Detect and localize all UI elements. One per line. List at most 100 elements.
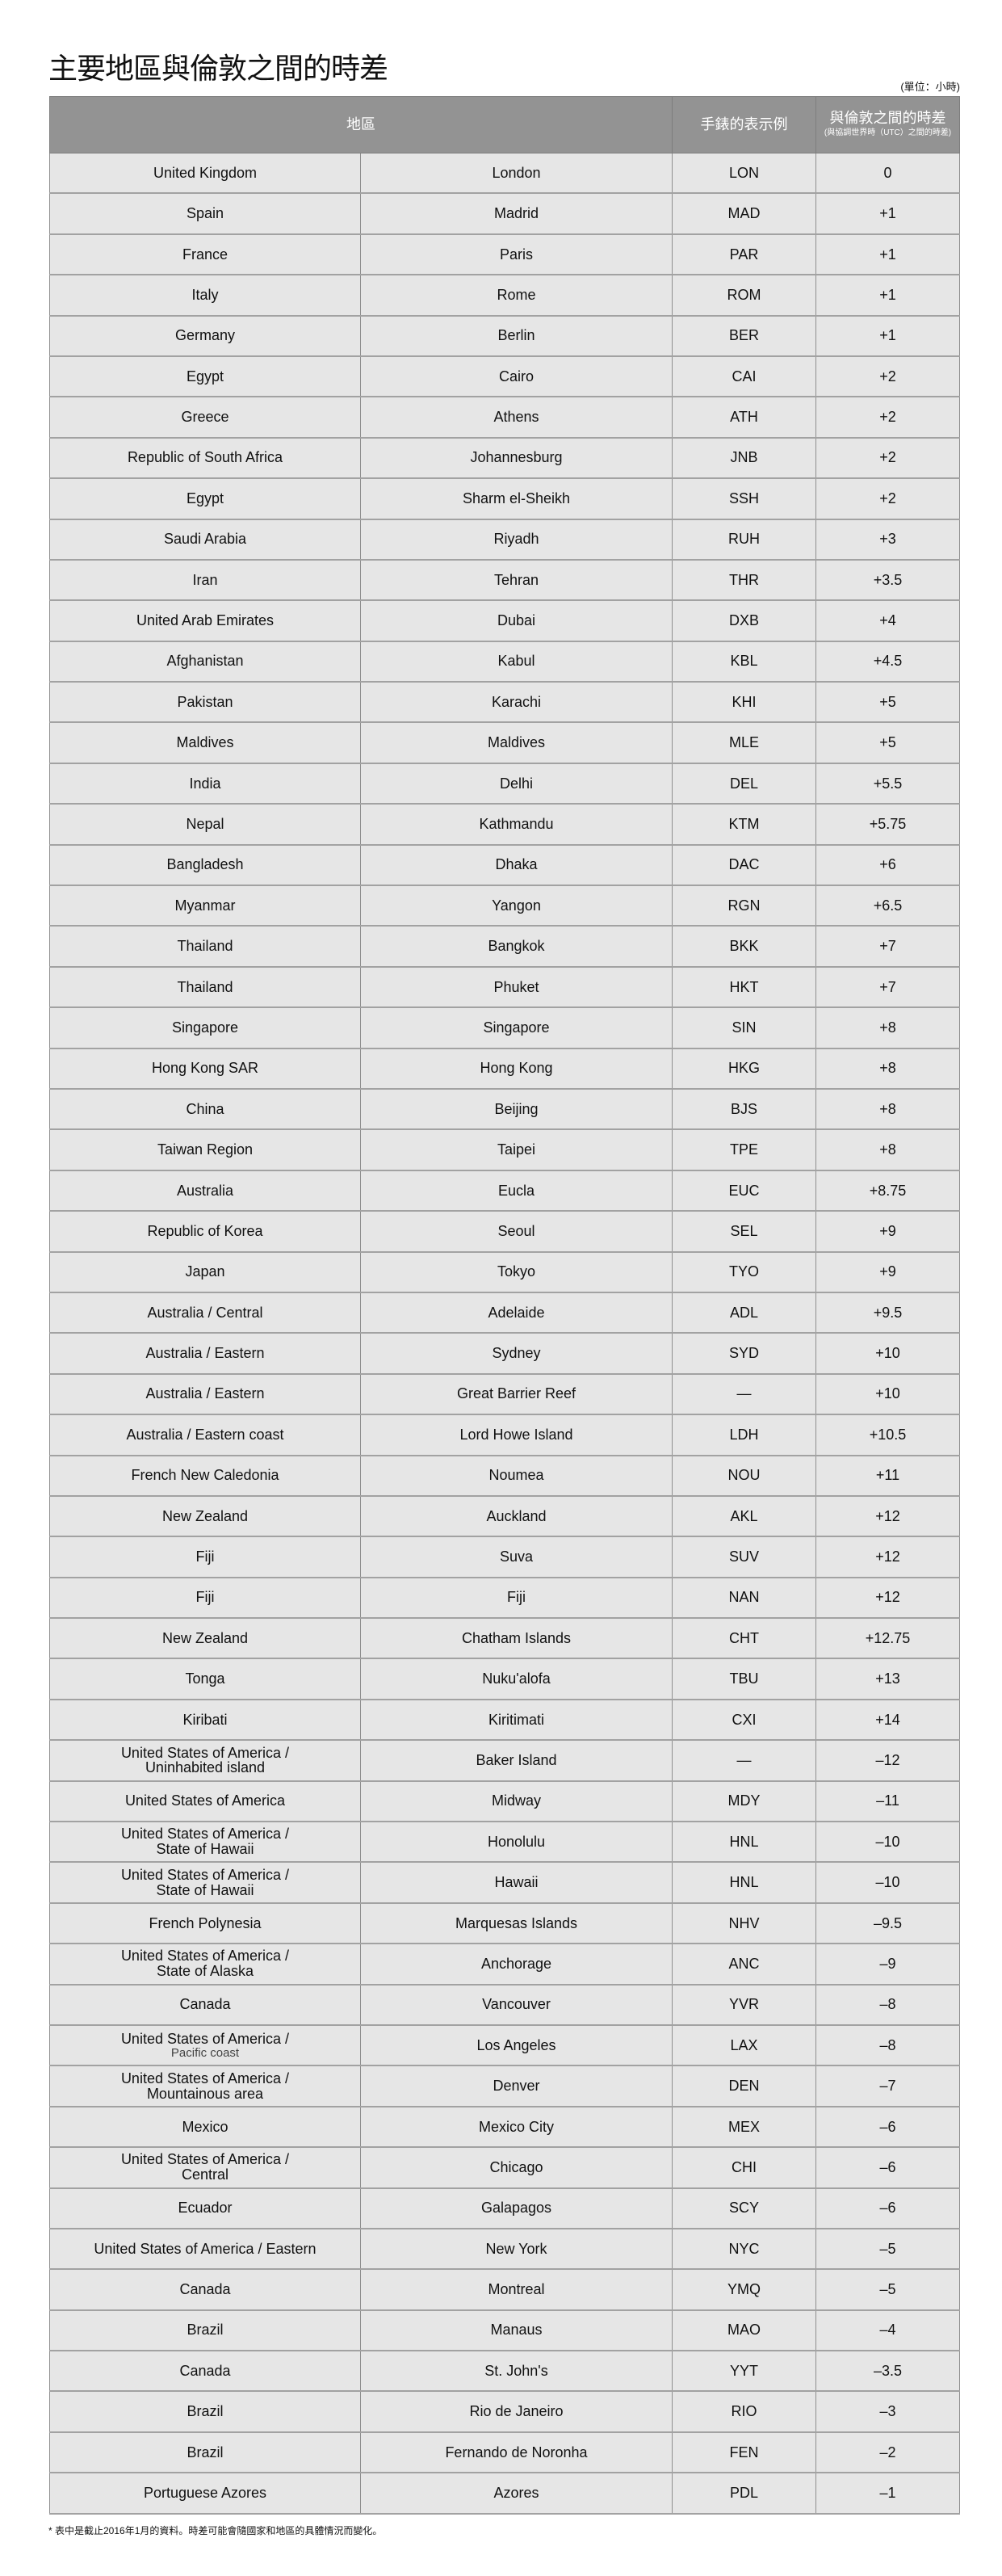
city: Tokyo: [497, 1263, 536, 1280]
region-line: Kiribati: [182, 1711, 228, 1728]
cell-region: United States of America: [49, 1780, 361, 1823]
time-diff: +3.5: [873, 571, 903, 588]
cell-city: Anchorage: [360, 1944, 673, 1986]
cell-region: Australia / Eastern: [49, 1373, 361, 1416]
watch-code: HKT: [729, 978, 759, 995]
cell-region: Mexico: [49, 2106, 361, 2149]
table-row: Singapore Singapore SIN +8: [49, 1007, 960, 1049]
cell-code: YMQ: [672, 2269, 816, 2311]
region-line: Australia / Eastern: [145, 1385, 265, 1402]
cell-region: Afghanistan: [49, 641, 361, 683]
time-diff: –6: [879, 2158, 896, 2175]
city: Kiritimati: [488, 1711, 544, 1728]
time-diff: –8: [879, 2036, 896, 2053]
time-diff: +3: [879, 531, 896, 548]
table-row: Saudi Arabia Riyadh RUH +3: [49, 519, 960, 561]
cell-region: Australia: [49, 1170, 361, 1212]
region-line: Canada: [179, 2362, 231, 2379]
cell-diff: +9: [815, 1211, 960, 1253]
cell-diff: +3.5: [815, 559, 960, 602]
cell-city: Marquesas Islands: [360, 1902, 673, 1945]
city: Lord Howe Island: [459, 1426, 573, 1443]
cell-city: Athens: [360, 397, 673, 439]
time-diff: –12: [875, 1751, 900, 1768]
region-line: United Kingdom: [153, 164, 258, 181]
table-row: Japan Tokyo TYO +9: [49, 1251, 960, 1293]
city: Chatham Islands: [461, 1629, 572, 1646]
time-diff: +9.5: [873, 1304, 903, 1321]
header-watch: 手錶的表示例: [672, 96, 816, 153]
city: Sharm el-Sheikh: [462, 490, 571, 506]
table-row: Portuguese Azores Azores PDL –1: [49, 2473, 960, 2515]
watch-code: YMQ: [727, 2281, 761, 2298]
time-diff: +10: [875, 1385, 900, 1402]
cell-region: Myanmar: [49, 885, 361, 927]
cell-region: Fiji: [49, 1577, 361, 1620]
city: Madrid: [493, 205, 539, 222]
cell-region: Maldives: [49, 722, 361, 764]
time-diff: +5.5: [873, 775, 903, 792]
cell-city: Lord Howe Island: [360, 1414, 673, 1456]
region-line-2: Pacific coast: [170, 2045, 240, 2060]
watch-code: MEX: [727, 2118, 760, 2135]
cell-code: RGN: [672, 885, 816, 927]
cell-diff: +8: [815, 1048, 960, 1090]
cell-diff: –10: [815, 1862, 960, 1904]
watch-code: YVR: [728, 1996, 759, 2013]
region-line: United States of America /: [120, 1744, 290, 1761]
watch-code: SSH: [728, 490, 759, 506]
cell-region: Brazil: [49, 2431, 361, 2474]
city: Bangkok: [488, 938, 545, 955]
cell-code: CXI: [672, 1699, 816, 1742]
table-row: Mexico Mexico City MEX –6: [49, 2106, 960, 2149]
time-diff: +2: [879, 449, 896, 466]
cell-code: MLE: [672, 722, 816, 764]
time-diff: +8: [879, 1019, 896, 1036]
cell-city: Vancouver: [360, 1984, 673, 2026]
table-row: Australia / Central Adelaide ADL +9.5: [49, 1292, 960, 1334]
time-difference-table: 地區 手錶的表示例 與倫敦之間的時差 (與協調世界時（UTC）之間的時差) Un…: [49, 96, 960, 2515]
time-diff: +1: [879, 246, 896, 263]
cell-city: Azores: [360, 2473, 673, 2515]
cell-diff: +2: [815, 355, 960, 398]
cell-region: Canada: [49, 2351, 361, 2393]
city: Maldives: [487, 734, 546, 751]
city: Chicago: [489, 2158, 543, 2175]
time-diff: +14: [875, 1711, 900, 1728]
watch-code: TBU: [729, 1670, 759, 1687]
watch-code: RUH: [728, 531, 760, 548]
time-diff: –6: [879, 2200, 896, 2217]
cell-code: SUV: [672, 1536, 816, 1578]
watch-code: LDH: [729, 1426, 759, 1443]
cell-diff: –5: [815, 2269, 960, 2311]
time-diff: +7: [879, 938, 896, 955]
cell-region: United States of America / Central: [49, 2147, 361, 2189]
cell-diff: +12: [815, 1577, 960, 1620]
cell-region: United Arab Emirates: [49, 600, 361, 642]
region-line: United States of America /: [120, 1948, 290, 1965]
cell-diff: –9.5: [815, 1902, 960, 1945]
time-diff: +10.5: [869, 1426, 907, 1443]
cell-region: Portuguese Azores: [49, 2473, 361, 2515]
city: Anchorage: [480, 1955, 552, 1972]
city: Taipei: [497, 1141, 536, 1158]
cell-diff: –2: [815, 2431, 960, 2474]
city: Dubai: [497, 612, 536, 629]
cell-code: TPE: [672, 1129, 816, 1171]
cell-code: SIN: [672, 1007, 816, 1049]
cell-diff: +4.5: [815, 641, 960, 683]
region-line: India: [189, 775, 221, 792]
cell-diff: +8.75: [815, 1170, 960, 1212]
cell-region: Nepal: [49, 804, 361, 846]
cell-diff: +5: [815, 722, 960, 764]
cell-code: BER: [672, 315, 816, 357]
unit-label: (單位：小時): [900, 81, 960, 93]
cell-code: MDY: [672, 1780, 816, 1823]
region-line: Egypt: [186, 368, 224, 385]
city: Great Barrier Reef: [456, 1385, 576, 1402]
cell-city: Singapore: [360, 1007, 673, 1049]
cell-code: HNL: [672, 1822, 816, 1864]
cell-diff: +9.5: [815, 1292, 960, 1334]
region-line: Germany: [174, 327, 236, 344]
watch-code: —: [736, 1385, 752, 1402]
